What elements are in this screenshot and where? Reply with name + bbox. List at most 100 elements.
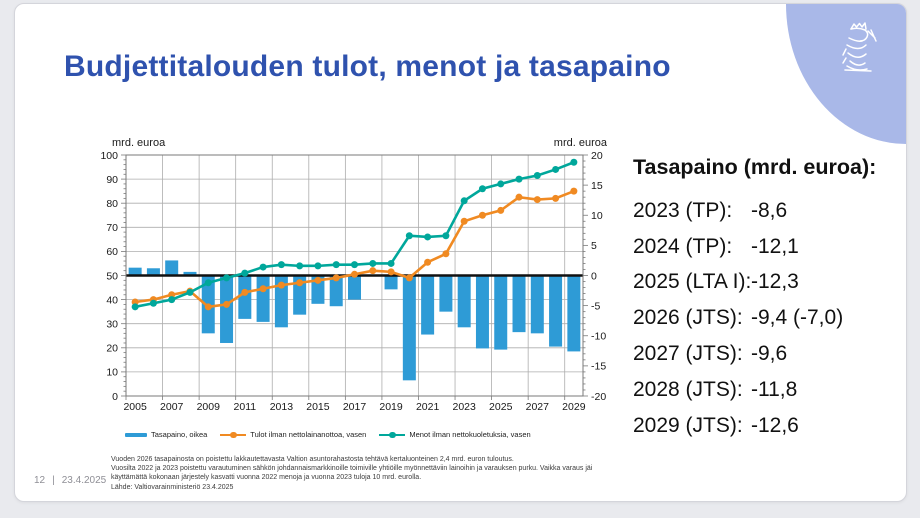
balance-row: 2025 (LTA I): -12,3: [633, 265, 905, 301]
footnote-line: Vuoden 2026 tasapainosta on poistettu la…: [111, 456, 514, 463]
bar-2025: [494, 275, 508, 350]
svg-text:-20: -20: [591, 391, 606, 403]
bar-2010: [220, 275, 234, 343]
svg-text:-10: -10: [591, 331, 606, 343]
page-number: 12: [34, 475, 46, 486]
svg-text:50: 50: [106, 270, 118, 282]
bar-2011: [238, 275, 252, 319]
balance-row-label: 2024 (TP):: [633, 234, 733, 258]
legend-item: Menot ilman nettokuoletuksia, vasen: [379, 430, 531, 439]
balance-row-label: 2029 (JTS):: [633, 413, 743, 437]
bar-2020: [402, 275, 416, 381]
balance-row: 2023 (TP): -8,6: [633, 193, 905, 229]
bar-2016: [329, 275, 343, 307]
svg-text:70: 70: [106, 222, 118, 234]
footnote-line: käyttämättä kokonaan järjestely kasvatti…: [111, 474, 422, 482]
chart-legend: Tasapaino, oikea Tulot ilman nettolainano…: [125, 430, 531, 439]
footer-separator: |: [52, 475, 55, 486]
svg-text:2023: 2023: [453, 401, 477, 413]
svg-text:20: 20: [591, 150, 603, 162]
left-axis-label: mrd. euroa: [112, 137, 166, 149]
bar-2008: [183, 271, 197, 276]
right-axis-label: mrd. euroa: [554, 137, 608, 149]
bar-2005: [128, 267, 142, 276]
svg-text:2017: 2017: [343, 401, 367, 413]
bar-2017: [348, 275, 361, 300]
balance-row: 2026 (JTS): -9,4 (-7,0): [633, 300, 905, 336]
balance-row: 2027 (JTS): -9,6: [633, 336, 905, 372]
slide-card: Budjettitalouden tulot, menot ja tasapai…: [14, 3, 907, 502]
svg-text:10: 10: [591, 210, 603, 222]
svg-text:2021: 2021: [416, 401, 440, 413]
balance-row: 2024 (TP): -12,1: [633, 229, 905, 265]
chart-svg: 0 10 20 30 40 50 60 70 80 90 100 -20 -15 -10 -5 0 5 10 15 2…: [100, 137, 608, 413]
balance-row-value: -9,4 (-7,0): [751, 306, 844, 330]
bar-2029: [567, 275, 581, 352]
balance-row: 2028 (JTS): -11,8: [633, 372, 905, 408]
svg-text:40: 40: [106, 294, 118, 306]
bar-2022: [439, 275, 453, 312]
svg-text:2025: 2025: [489, 401, 513, 413]
balance-row-label: 2026 (JTS):: [633, 306, 743, 330]
svg-text:60: 60: [106, 246, 118, 258]
balance-row-value: -12,1: [751, 234, 799, 258]
svg-text:0: 0: [112, 391, 118, 403]
chart-footnotes: Vuoden 2026 tasapainosta on poistettu la…: [111, 455, 641, 492]
balance-heading: Tasapaino (mrd. euroa):: [633, 155, 877, 179]
footnote-line: Vuosilta 2022 ja 2023 poistettu varautum…: [111, 465, 593, 473]
footer-date: 23.4.2025: [61, 475, 107, 486]
bar-2023: [457, 275, 471, 328]
bar-2014: [293, 275, 307, 315]
legend-label: Tasapaino, oikea: [151, 430, 208, 439]
balance-row-label: 2027 (JTS):: [633, 342, 743, 366]
corner-decoration: [786, 4, 906, 144]
svg-text:2005: 2005: [123, 401, 147, 413]
balance-row: 2029 (JTS): -12,6: [633, 408, 905, 444]
svg-text:2013: 2013: [270, 401, 294, 413]
svg-text:2029: 2029: [562, 401, 586, 413]
svg-text:20: 20: [106, 343, 118, 355]
svg-text:2015: 2015: [306, 401, 330, 413]
legend-item: Tulot ilman nettolainanottoa, vasen: [220, 430, 366, 439]
legend-line-swatch: [220, 431, 247, 439]
svg-text:30: 30: [106, 319, 118, 331]
budget-chart: 0 10 20 30 40 50 60 70 80 90 100 -20 -15 -10 -5 0 5 10 15 2…: [90, 131, 635, 426]
svg-text:2009: 2009: [197, 401, 221, 413]
svg-text:5: 5: [591, 240, 597, 252]
svg-text:-5: -5: [591, 300, 600, 312]
balance-row-value: -12,3: [751, 270, 799, 294]
svg-text:15: 15: [591, 180, 603, 192]
balance-row-value: -9,6: [751, 342, 788, 366]
bar-2019: [384, 275, 398, 290]
legend-item: Tasapaino, oikea: [125, 430, 207, 439]
svg-text:80: 80: [106, 198, 118, 210]
bar-2024: [475, 275, 489, 349]
svg-text:10: 10: [106, 367, 118, 379]
footnote-line: Lähde: Valtiovarainministeriö 23.4.2025: [111, 483, 234, 491]
bar-2026: [512, 275, 526, 333]
bar-2021: [421, 275, 435, 335]
balance-row-value: -8,6: [751, 198, 788, 222]
legend-bar-swatch: [125, 432, 147, 437]
finnish-lion-coat-of-arms-icon: [842, 22, 877, 72]
balance-rows: 2023 (TP): -8,6 2024 (TP): -12,1 2025 (LTA I…: [633, 193, 905, 444]
balance-row-label: 2023 (TP):: [633, 198, 733, 222]
legend-label: Tulot ilman nettolainanottoa, vasen: [250, 430, 367, 439]
balance-row-value: -11,8: [751, 377, 798, 401]
balance-panel: Tasapaino (mrd. euroa): 2023 (TP): -8,6 20…: [633, 154, 905, 444]
svg-text:2027: 2027: [526, 401, 550, 413]
bar-2007: [165, 260, 179, 276]
svg-text:100: 100: [100, 150, 118, 162]
slide-title: Budjettitalouden tulot, menot ja tasapai…: [64, 50, 671, 83]
bar-2028: [549, 275, 563, 347]
bar-2006: [146, 268, 160, 276]
svg-text:2019: 2019: [379, 401, 403, 413]
svg-text:2007: 2007: [160, 401, 184, 413]
balance-row-value: -12,6: [751, 413, 799, 437]
slide-footer: 12 | 23.4.2025: [34, 475, 106, 486]
bar-2027: [530, 275, 544, 334]
legend-line-swatch: [379, 431, 406, 439]
svg-text:-15: -15: [591, 361, 606, 373]
balance-row-label: 2025 (LTA I):: [633, 270, 752, 294]
